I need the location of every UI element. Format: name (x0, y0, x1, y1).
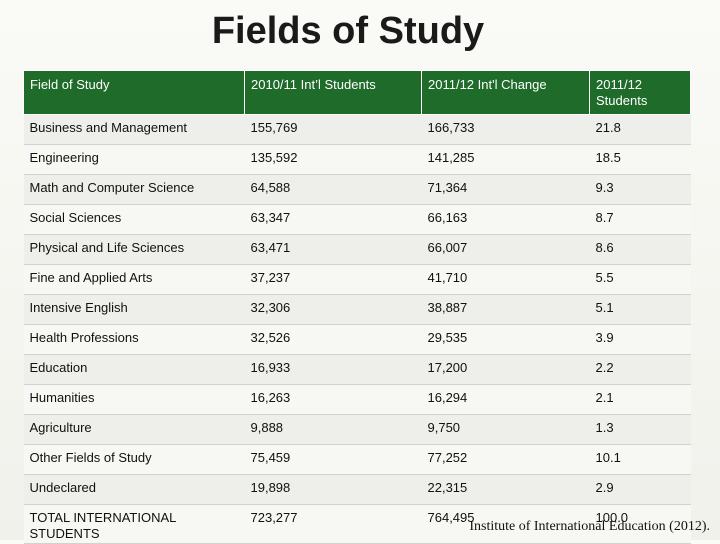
cell-field: Education (23, 354, 245, 385)
page-title: Fields of Study (211, 10, 485, 52)
cell-2011-12-students: 2.1 (589, 384, 691, 415)
table-row: Other Fields of Study 75,459 77,252 10.1 (23, 444, 691, 475)
table-row: Humanities 16,263 16,294 2.1 (23, 384, 691, 415)
table-row: Undeclared 19,898 22,315 2.9 (23, 474, 691, 505)
cell-2010-11-students: 19,898 (244, 474, 422, 505)
cell-2010-11-students: 37,237 (244, 264, 422, 295)
cell-field: Physical and Life Sciences (23, 234, 245, 265)
column-header-2011-12-students: 2011/12 Students (589, 70, 691, 115)
cell-2011-12-students: 5.1 (589, 294, 691, 325)
cell-field: Math and Computer Science (23, 174, 245, 205)
cell-2011-12-students: 2.2 (589, 354, 691, 385)
cell-2010-11-students: 63,471 (244, 234, 422, 265)
cell-2011-12-students: 9.3 (589, 174, 691, 205)
cell-2010-11-students: 723,277 (244, 504, 422, 544)
cell-field: Business and Management (23, 114, 245, 145)
table-header-row: Field of Study 2010/11 Int’l Students 20… (23, 70, 691, 115)
cell-field: Other Fields of Study (23, 444, 245, 475)
cell-2011-12-change: 764,495 (421, 504, 590, 544)
table-row: Health Professions 32,526 29,535 3.9 (23, 324, 691, 355)
cell-field: Agriculture (23, 414, 245, 445)
cell-2011-12-students: 2.9 (589, 474, 691, 505)
cell-2011-12-change: 9,750 (421, 414, 590, 445)
cell-field: Fine and Applied Arts (23, 264, 245, 295)
cell-2011-12-change: 16,294 (421, 384, 590, 415)
cell-2011-12-change: 17,200 (421, 354, 590, 385)
cell-2011-12-change: 166,733 (421, 114, 590, 145)
cell-field: Intensive English (23, 294, 245, 325)
table-body: Business and Management 155,769 166,733 21.… (23, 114, 691, 544)
cell-2010-11-students: 32,306 (244, 294, 422, 325)
cell-field: Engineering (23, 144, 245, 175)
table-row: Physical and Life Sciences 63,471 66,007 8.… (23, 234, 691, 265)
table-row: Math and Computer Science 64,588 71,364 9.3 (23, 174, 691, 205)
cell-2010-11-students: 16,263 (244, 384, 422, 415)
cell-2011-12-students: 10.1 (589, 444, 691, 475)
cell-2011-12-change: 66,163 (421, 204, 590, 235)
cell-2010-11-students: 32,526 (244, 324, 422, 355)
cell-2011-12-change: 41,710 (421, 264, 590, 295)
cell-2011-12-students: 18.5 (589, 144, 691, 175)
column-header-2011-12-change: 2011/12 Int'l Change (421, 70, 590, 115)
table-row: Education 16,933 17,200 2.2 (23, 354, 691, 385)
cell-2010-11-students: 155,769 (244, 114, 422, 145)
cell-2010-11-students: 64,588 (244, 174, 422, 205)
table-row: Agriculture 9,888 9,750 1.3 (23, 414, 691, 445)
table-row: Fine and Applied Arts 37,237 41,710 5.5 (23, 264, 691, 295)
table-row: Social Sciences 63,347 66,163 8.7 (23, 204, 691, 235)
cell-2011-12-students: 21.8 (589, 114, 691, 145)
cell-field: Humanities (23, 384, 245, 415)
table-row: Business and Management 155,769 166,733 21.… (23, 114, 691, 145)
cell-2011-12-students: 5.5 (589, 264, 691, 295)
cell-field: Social Sciences (23, 204, 245, 235)
cell-2011-12-students: 8.6 (589, 234, 691, 265)
cell-2011-12-change: 22,315 (421, 474, 590, 505)
cell-2010-11-students: 16,933 (244, 354, 422, 385)
table-row: Engineering 135,592 141,285 18.5 (23, 144, 691, 175)
table-row: TOTAL INTERNATIONAL STUDENTS 723,277 764,4… (23, 504, 691, 544)
cell-field: Health Professions (23, 324, 245, 355)
cell-2011-12-students: 1.3 (589, 414, 691, 445)
cell-2011-12-students: 3.9 (589, 324, 691, 355)
table-row: Intensive English 32,306 38,887 5.1 (23, 294, 691, 325)
cell-field: TOTAL INTERNATIONAL STUDENTS (23, 504, 245, 544)
cell-2011-12-change: 38,887 (421, 294, 590, 325)
fields-of-study-table: Field of Study 2010/11 Int’l Students 20… (23, 70, 691, 544)
cell-2011-12-change: 71,364 (421, 174, 590, 205)
cell-2011-12-change: 141,285 (421, 144, 590, 175)
cell-2010-11-students: 9,888 (244, 414, 422, 445)
cell-2011-12-students: 8.7 (589, 204, 691, 235)
column-header-field: Field of Study (23, 70, 245, 115)
cell-2011-12-change: 66,007 (421, 234, 590, 265)
cell-2010-11-students: 75,459 (244, 444, 422, 475)
column-header-2010-11-students: 2010/11 Int’l Students (244, 70, 422, 115)
cell-2011-12-change: 77,252 (421, 444, 590, 475)
cell-2010-11-students: 63,347 (244, 204, 422, 235)
cell-2010-11-students: 135,592 (244, 144, 422, 175)
source-citation: Institute of International Education (20… (469, 519, 710, 534)
cell-2011-12-change: 29,535 (421, 324, 590, 355)
cell-field: Undeclared (23, 474, 245, 505)
